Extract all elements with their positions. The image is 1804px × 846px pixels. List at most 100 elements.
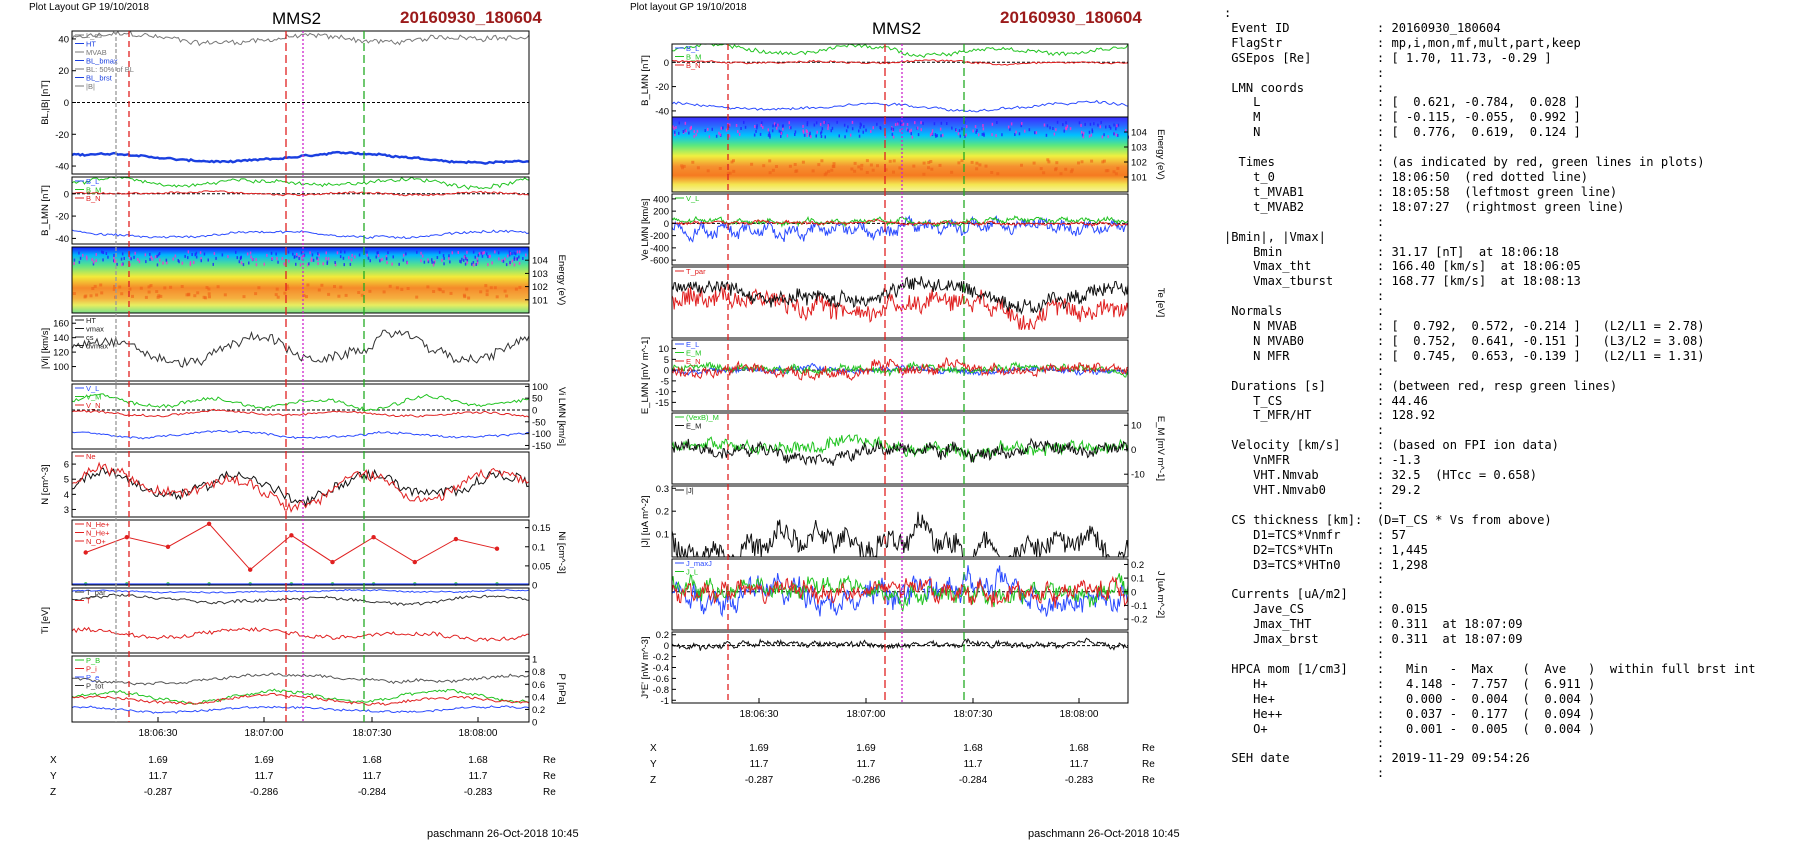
spectrogram-pixel (73, 258, 76, 262)
spectrogram-pixel (432, 263, 435, 267)
ephemeris-label: Y (50, 771, 57, 782)
spectrogram-pixel (476, 259, 479, 263)
spectrogram-pixel (112, 287, 116, 291)
spectrogram-pixel (1045, 133, 1048, 137)
spectrogram-pixel (991, 133, 993, 137)
spectrogram-pixel (678, 131, 680, 135)
y-tick-label: 0 (1131, 445, 1136, 456)
series-line (71, 626, 529, 642)
x-tick-label: 18:07:30 (353, 728, 392, 739)
spectrogram-pixel (144, 295, 148, 299)
y-tick-label: 140 (53, 333, 69, 344)
summary-line: LMN coords : (1224, 80, 1385, 95)
y-axis-label: N [cm^-3] (40, 464, 51, 504)
spectrogram-pixel (317, 252, 319, 256)
spectrogram-pixel (402, 258, 405, 262)
spectrogram-pixel (405, 252, 407, 256)
summary-line: D1=TCS*Vnmfr : 57 (1224, 527, 1407, 542)
spectrogram-pixel (820, 159, 824, 163)
spectrogram-pixel (128, 287, 132, 291)
spectrogram-pixel (880, 126, 882, 130)
spectrogram-pixel (844, 135, 846, 139)
spectrogram-pixel (489, 286, 493, 290)
y-tick-label: 0 (664, 58, 669, 69)
spectrogram-pixel (1035, 131, 1038, 135)
spectrogram-pixel (824, 135, 826, 139)
spectrogram-pixel (287, 250, 290, 254)
spectrogram-pixel (461, 257, 463, 261)
ephemeris-value: 1.69 (148, 755, 168, 766)
spectrogram-pixel (978, 133, 980, 137)
spectrogram-pixel (472, 263, 475, 267)
spectrogram-pixel (155, 290, 159, 293)
y-tick-label: 0.1 (656, 530, 669, 541)
spectrogram-pixel (99, 283, 103, 287)
ephemeris-value: 1.69 (254, 755, 274, 766)
spectrogram-pixel (129, 263, 131, 267)
spectrogram-pixel (917, 133, 920, 137)
spectrogram-pixel (121, 263, 123, 267)
spectrogram-pixel (789, 126, 791, 129)
spectrogram-pixel (805, 129, 808, 133)
spectrogram-pixel (769, 135, 771, 139)
ephemeris-label: Z (50, 787, 56, 798)
spectrogram-pixel (865, 171, 869, 174)
spectrogram-pixel (344, 293, 348, 297)
ephemeris-value: 1.68 (1069, 743, 1089, 754)
y-tick-label: -150 (532, 441, 551, 452)
panel-background (672, 340, 1128, 411)
spectrogram-pixel (487, 263, 489, 267)
spectrogram-pixel (708, 135, 711, 139)
spectrogram-pixel (474, 255, 476, 259)
spectrogram-pixel (832, 162, 836, 166)
spectrogram-pixel (207, 287, 211, 291)
spectrogram-pixel (101, 250, 103, 254)
series-line (671, 276, 1129, 316)
ephemeris-value: 1.69 (749, 743, 769, 754)
spectrogram-pixel (726, 171, 730, 175)
y-tick-label: 0.2 (1131, 560, 1144, 571)
spectrogram-pixel (899, 129, 901, 133)
spectrogram-pixel (942, 133, 944, 137)
spectrogram-pixel (149, 252, 151, 256)
summary-line: Event ID : 20160930_180604 (1224, 20, 1501, 35)
spectrogram-pixel (466, 259, 469, 262)
spectrogram-pixel (706, 169, 710, 173)
series-line (671, 99, 1129, 113)
spectrogram-pixel (768, 159, 772, 163)
spectrogram-pixel (368, 289, 372, 293)
summary-line: Normals : (1224, 304, 1385, 319)
panel-frame (671, 558, 1129, 631)
spectrogram-pixel (831, 164, 835, 168)
spectrogram-pixel (771, 129, 774, 133)
spectrogram-pixel (978, 163, 982, 167)
right-footer: paschmann 26-Oct-2018 10:45 (1028, 828, 1180, 840)
spectrogram-pixel (1108, 125, 1111, 128)
spectrogram-pixel (129, 255, 131, 259)
spectrogram-pixel (193, 260, 195, 264)
spectrogram-pixel (995, 134, 997, 138)
spectrogram-pixel (449, 291, 453, 295)
spectrogram-pixel (366, 253, 368, 257)
y-tick-label: 0 (64, 98, 69, 109)
series-line (671, 356, 1129, 381)
spectrogram-pixel (811, 169, 815, 173)
panel-background (72, 177, 529, 244)
spectrogram-pixel (471, 262, 473, 266)
spectrogram-pixel (150, 255, 152, 259)
y-tick-label: 102 (532, 282, 548, 293)
y-tick-label: -40 (55, 162, 69, 173)
spectrogram-pixel (271, 257, 273, 260)
legend-entry: P_B (86, 656, 100, 665)
y-tick-label: 101 (1131, 173, 1147, 184)
spectrogram-pixel (342, 256, 345, 260)
ephemeris-value: -0.287 (144, 787, 173, 798)
spectrogram-pixel (120, 257, 123, 261)
spectrogram-pixel (775, 123, 777, 127)
ephemeris-unit: Re (543, 771, 556, 782)
y-tick-label: 40 (58, 34, 69, 45)
spectrogram-pixel (302, 294, 306, 297)
series-line (671, 285, 1129, 330)
panel-frame (71, 246, 530, 314)
